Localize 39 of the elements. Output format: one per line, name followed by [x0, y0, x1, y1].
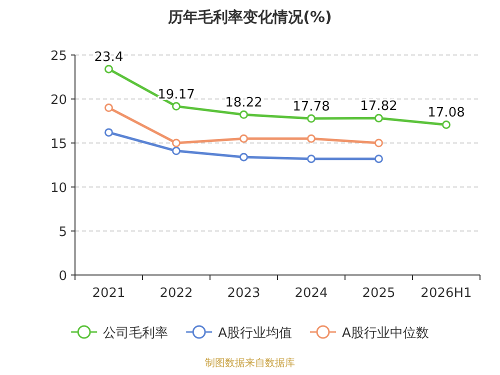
y-tick-label: 5	[58, 225, 67, 240]
y-tick-label: 15	[50, 137, 67, 152]
data-label: 17.78	[292, 100, 330, 115]
y-tick-label: 20	[50, 93, 67, 108]
point	[172, 102, 180, 111]
x-tick-label: 2023	[227, 286, 260, 301]
data-label: 17.82	[360, 99, 398, 114]
x-tick-label: 2024	[294, 286, 328, 301]
data-label: 17.08	[428, 106, 465, 121]
point	[307, 114, 316, 123]
legend-label: 公司毛利率	[103, 325, 168, 341]
y-tick-label: 25	[50, 49, 67, 64]
point	[172, 138, 180, 148]
data-label: 18.22	[225, 96, 262, 111]
point	[307, 154, 316, 164]
point	[240, 134, 248, 143]
point	[374, 154, 383, 164]
point	[104, 104, 113, 112]
point	[374, 138, 383, 148]
legend-label: A股行业中位数	[342, 326, 429, 341]
x-tick-label: 2026H1	[420, 286, 472, 301]
legend-label: A股行业均值	[218, 326, 292, 341]
point	[240, 152, 248, 162]
chart-title: 历年毛利率变化情况(%)	[167, 8, 332, 26]
text: 制图数据来自数据库	[205, 357, 295, 369]
point	[374, 114, 383, 122]
point	[104, 64, 113, 74]
data-label: 19.17	[158, 87, 195, 102]
point	[240, 110, 248, 119]
point	[307, 134, 316, 143]
data-label: 23.4	[94, 50, 124, 66]
x-tick-label: 2022	[160, 286, 193, 301]
point	[442, 120, 450, 129]
y-tick-label: 0	[58, 269, 67, 284]
x-tick-label: 2021	[92, 286, 126, 301]
point	[172, 146, 180, 156]
point	[104, 128, 113, 137]
y-tick-label: 10	[50, 181, 67, 196]
x-tick-label: 2025	[362, 286, 396, 301]
